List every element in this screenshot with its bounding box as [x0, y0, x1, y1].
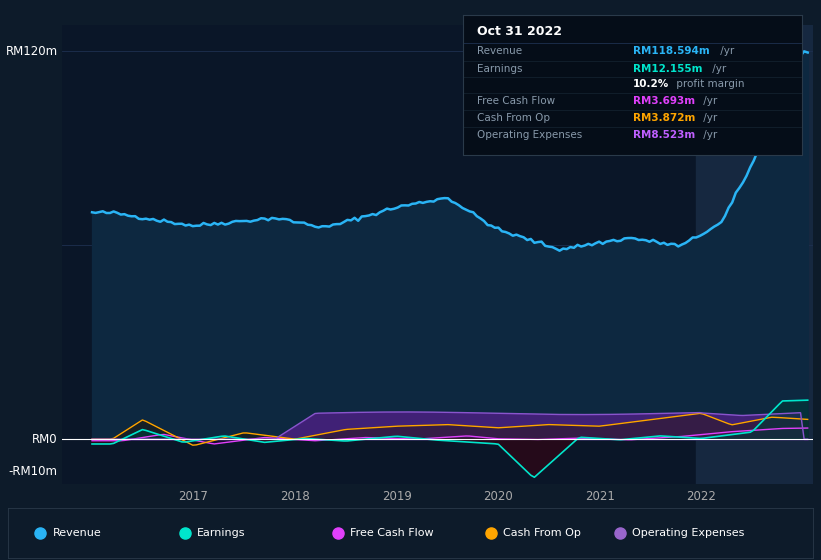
Text: Operating Expenses: Operating Expenses [476, 129, 582, 139]
Bar [696, 25, 813, 484]
Text: Free Cash Flow: Free Cash Flow [476, 96, 555, 106]
Text: RM8.523m: RM8.523m [632, 129, 695, 139]
Text: Cash From Op: Cash From Op [503, 528, 581, 538]
Text: RM3.872m: RM3.872m [632, 113, 695, 123]
Text: Revenue: Revenue [53, 528, 101, 538]
Text: Revenue: Revenue [476, 45, 521, 55]
Text: /yr: /yr [700, 113, 718, 123]
Text: RM3.693m: RM3.693m [632, 96, 695, 106]
Text: Earnings: Earnings [476, 64, 522, 74]
Text: /yr: /yr [700, 96, 718, 106]
Text: Free Cash Flow: Free Cash Flow [350, 528, 433, 538]
Text: Earnings: Earnings [197, 528, 245, 538]
Text: RM118.594m: RM118.594m [632, 45, 709, 55]
Text: 10.2%: 10.2% [632, 79, 669, 89]
Text: /yr: /yr [700, 129, 718, 139]
Text: RM12.155m: RM12.155m [632, 64, 702, 74]
Text: profit margin: profit margin [673, 79, 745, 89]
Text: RM120m: RM120m [6, 45, 57, 58]
Text: /yr: /yr [709, 64, 726, 74]
Text: Oct 31 2022: Oct 31 2022 [476, 25, 562, 38]
Text: -RM10m: -RM10m [9, 465, 57, 478]
Text: Cash From Op: Cash From Op [476, 113, 549, 123]
Text: /yr: /yr [718, 45, 735, 55]
Text: RM0: RM0 [32, 433, 57, 446]
Text: Operating Expenses: Operating Expenses [632, 528, 744, 538]
